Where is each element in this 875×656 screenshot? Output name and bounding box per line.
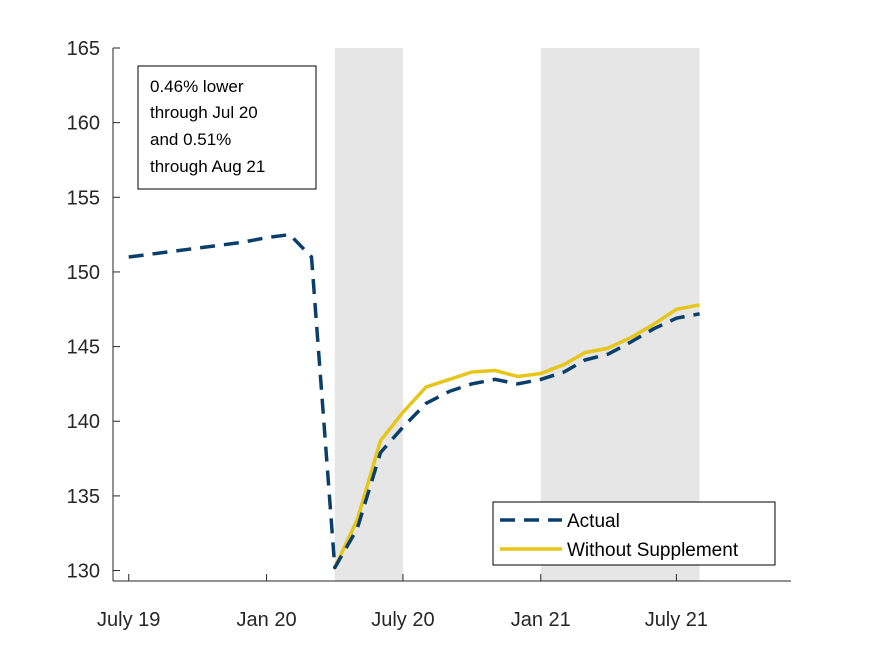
y-tick-label-165: 165	[67, 38, 100, 60]
annotation-line-1: 0.46% lower	[150, 77, 244, 96]
x-tick-label-2020-07: July 20	[371, 609, 434, 631]
y-tick-label-130: 130	[67, 561, 100, 583]
annotation-frame	[137, 65, 317, 190]
legend: Actual Without Supplement	[492, 501, 776, 566]
series-line-actual	[128, 232, 700, 570]
y-tick-label-160: 160	[67, 113, 100, 135]
annotation-line-3: and 0.51%	[150, 130, 231, 149]
shaded-period-1	[334, 48, 403, 581]
shaded-period-2	[540, 48, 700, 581]
legend-frame	[492, 501, 776, 566]
y-tick-label-135: 135	[67, 486, 100, 508]
annotation-box: 0.46% lower through Jul 20 and 0.51% thr…	[137, 65, 317, 190]
legend-label-without-supplement: Without Supplement	[567, 540, 739, 561]
y-tick-label-145: 145	[67, 337, 100, 359]
y-axis-ticks: 130 135 140 145 150 155 160 165	[67, 38, 120, 583]
recession-shading	[334, 48, 700, 581]
y-tick-label-150: 150	[67, 262, 100, 284]
x-tick-label-2019-07: July 19	[97, 609, 160, 631]
x-axis-ticks: July 19 Jan 20 July 20 Jan 21 July 21	[97, 574, 708, 631]
annotation-line-2: through Jul 20	[150, 103, 258, 122]
annotation-line-4: through Aug 21	[150, 157, 265, 176]
x-tick-label-2020-01: Jan 20	[237, 609, 297, 631]
x-tick-label-2021-01: Jan 21	[511, 609, 571, 631]
series-line-without-supplement	[333, 303, 700, 569]
y-tick-label-155: 155	[67, 187, 100, 209]
y-tick-label-140: 140	[67, 411, 100, 433]
series-lines	[128, 232, 700, 570]
x-tick-label-2021-07: July 21	[645, 609, 708, 631]
axes	[112, 48, 791, 582]
legend-label-actual: Actual	[567, 511, 620, 532]
